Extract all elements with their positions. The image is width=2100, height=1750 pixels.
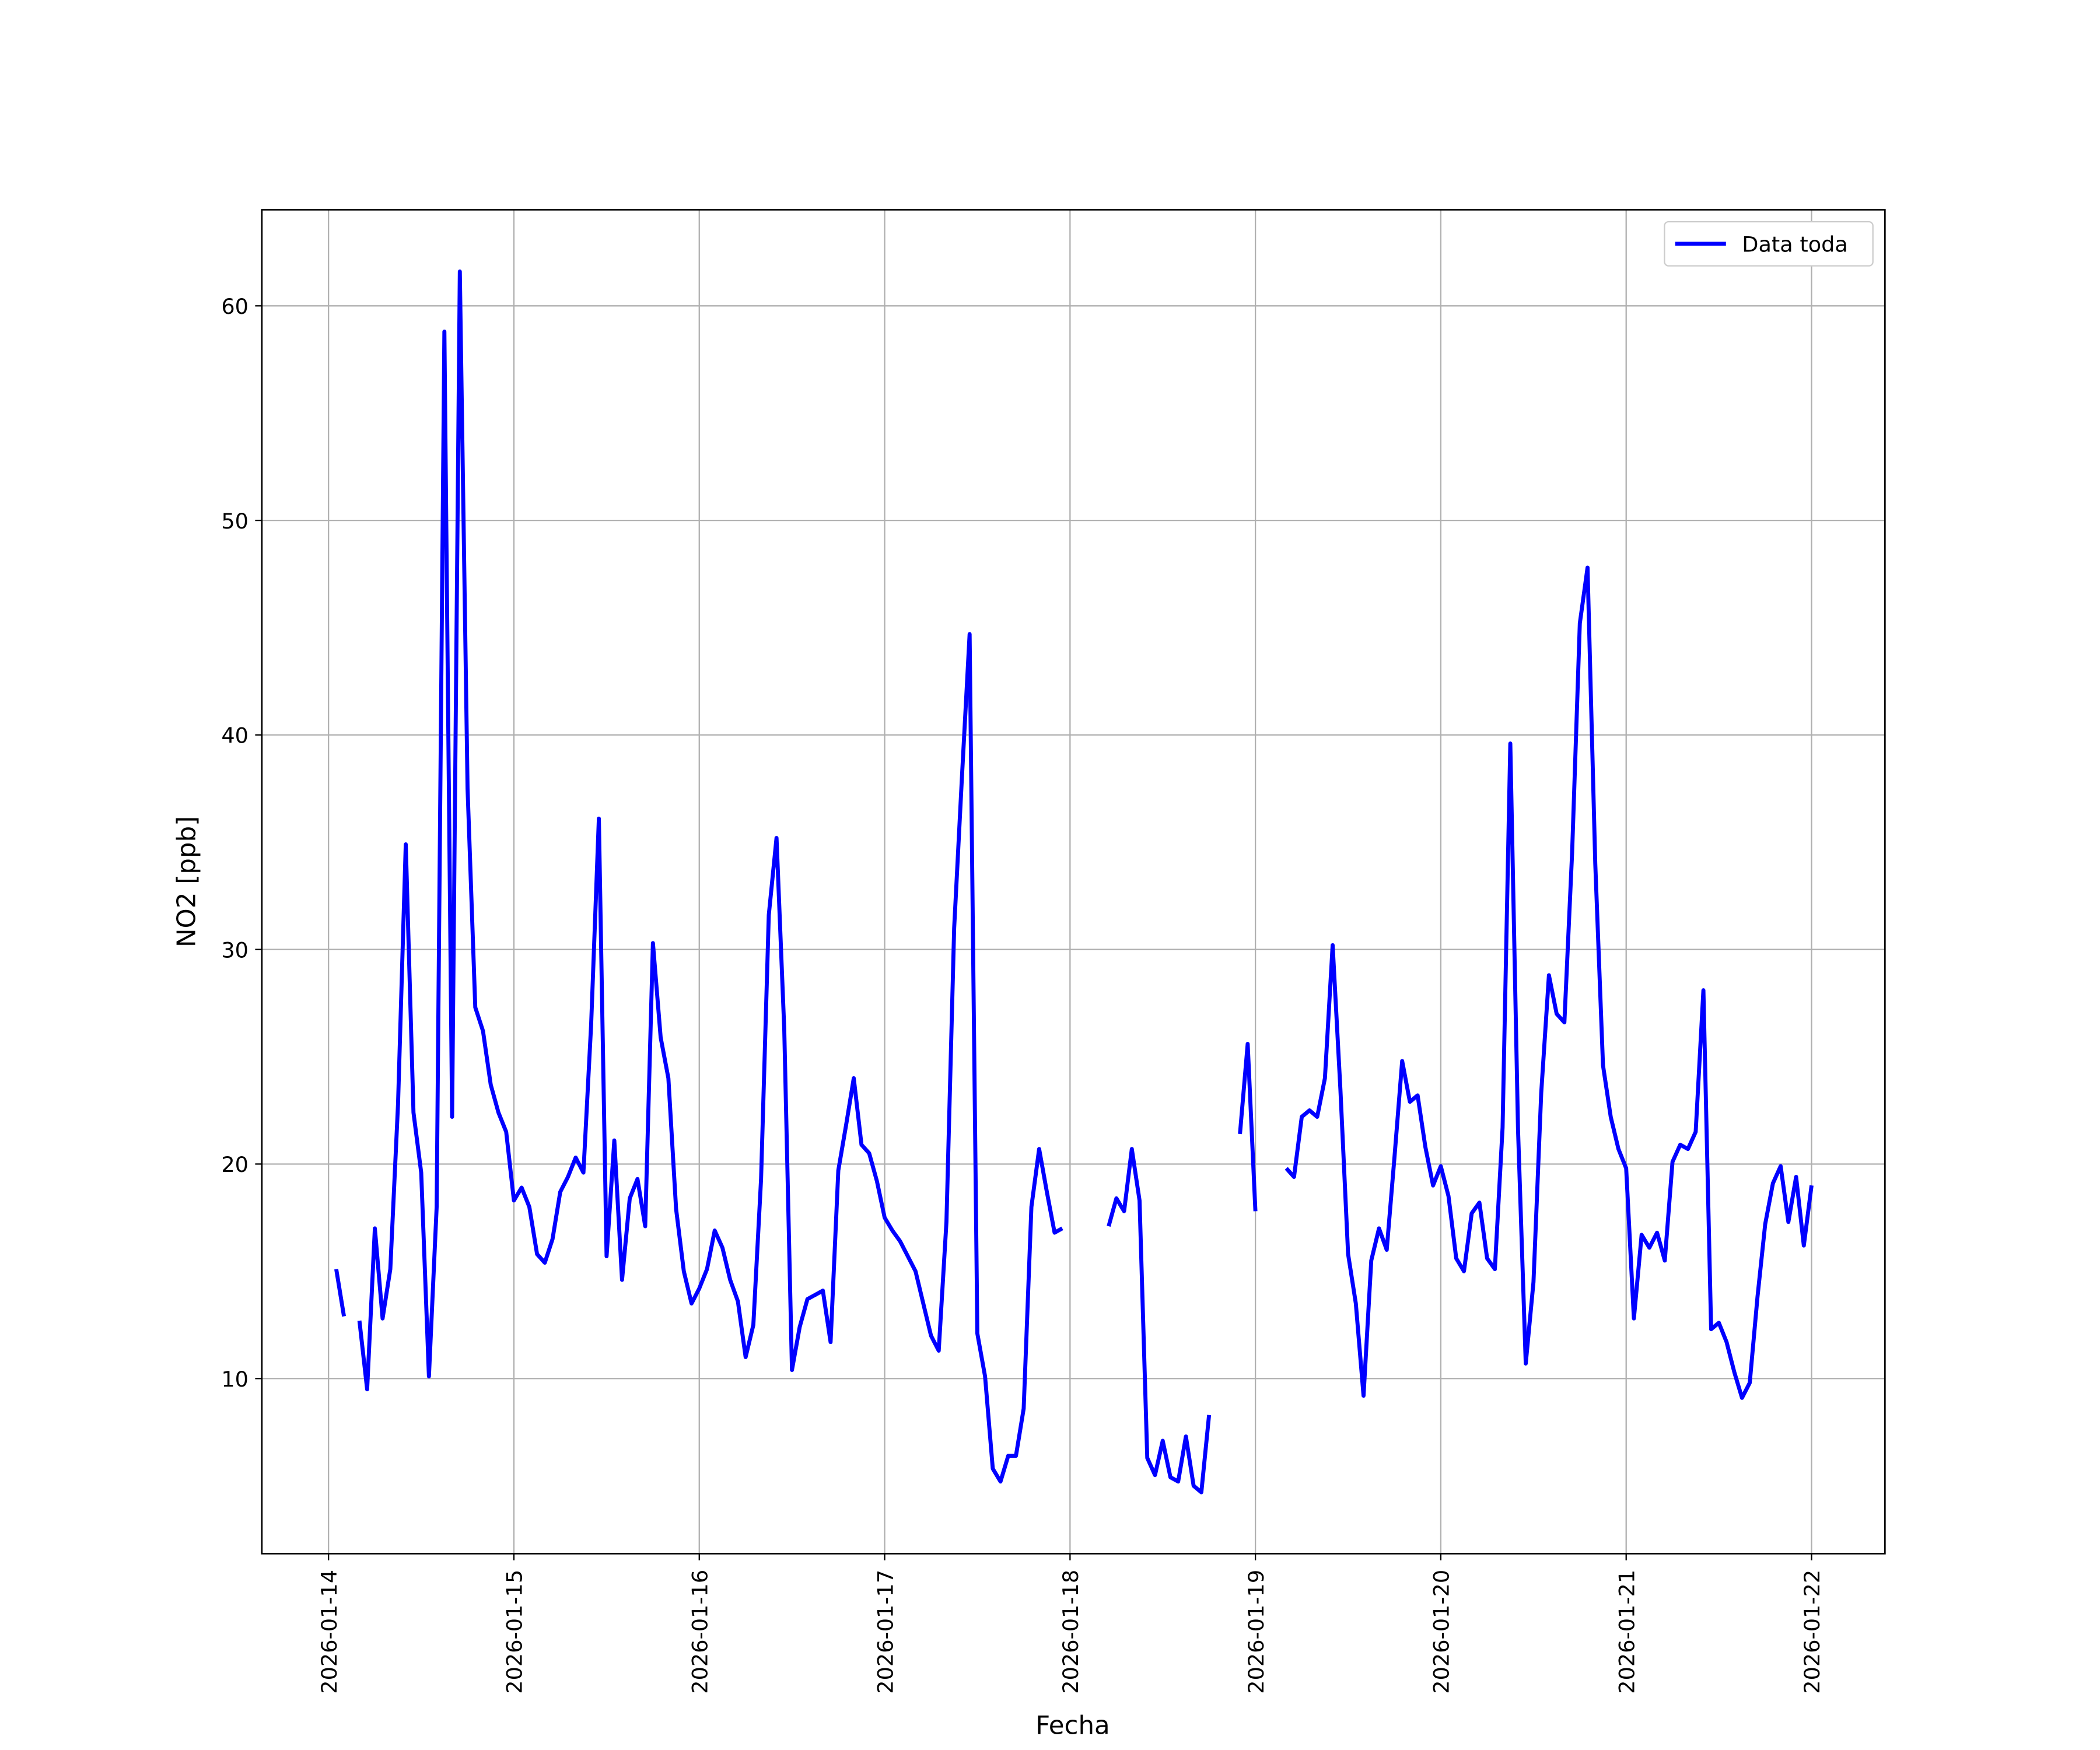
x-tick-label: 2026-01-18	[1058, 1570, 1083, 1694]
x-tick-label: 2026-01-20	[1429, 1570, 1454, 1694]
x-tick-label: 2026-01-21	[1614, 1570, 1639, 1694]
x-tick-label: 2026-01-16	[687, 1570, 712, 1694]
y-tick-label: 20	[221, 1152, 249, 1177]
x-tick-label: 2026-01-17	[873, 1570, 898, 1694]
y-tick-label: 10	[221, 1367, 249, 1392]
y-tick-label: 40	[221, 723, 249, 748]
x-tick-label: 2026-01-15	[502, 1570, 527, 1694]
plot-frame	[261, 209, 1886, 1555]
x-axis-label: Fecha	[1035, 1712, 1110, 1741]
y-tick-label: 30	[221, 937, 249, 963]
x-tick-label: 2026-01-14	[317, 1570, 342, 1694]
x-tick-label: 2026-01-19	[1244, 1570, 1269, 1694]
x-tick-label: 2026-01-22	[1800, 1570, 1825, 1694]
y-tick-label: 50	[221, 509, 249, 534]
legend-box	[1664, 221, 1874, 267]
data-line	[334, 270, 1814, 1494]
y-axis-label: NO2 [ppb]	[172, 816, 201, 947]
y-tick-label: 60	[221, 294, 249, 319]
legend-label: Data toda	[1742, 232, 1848, 257]
